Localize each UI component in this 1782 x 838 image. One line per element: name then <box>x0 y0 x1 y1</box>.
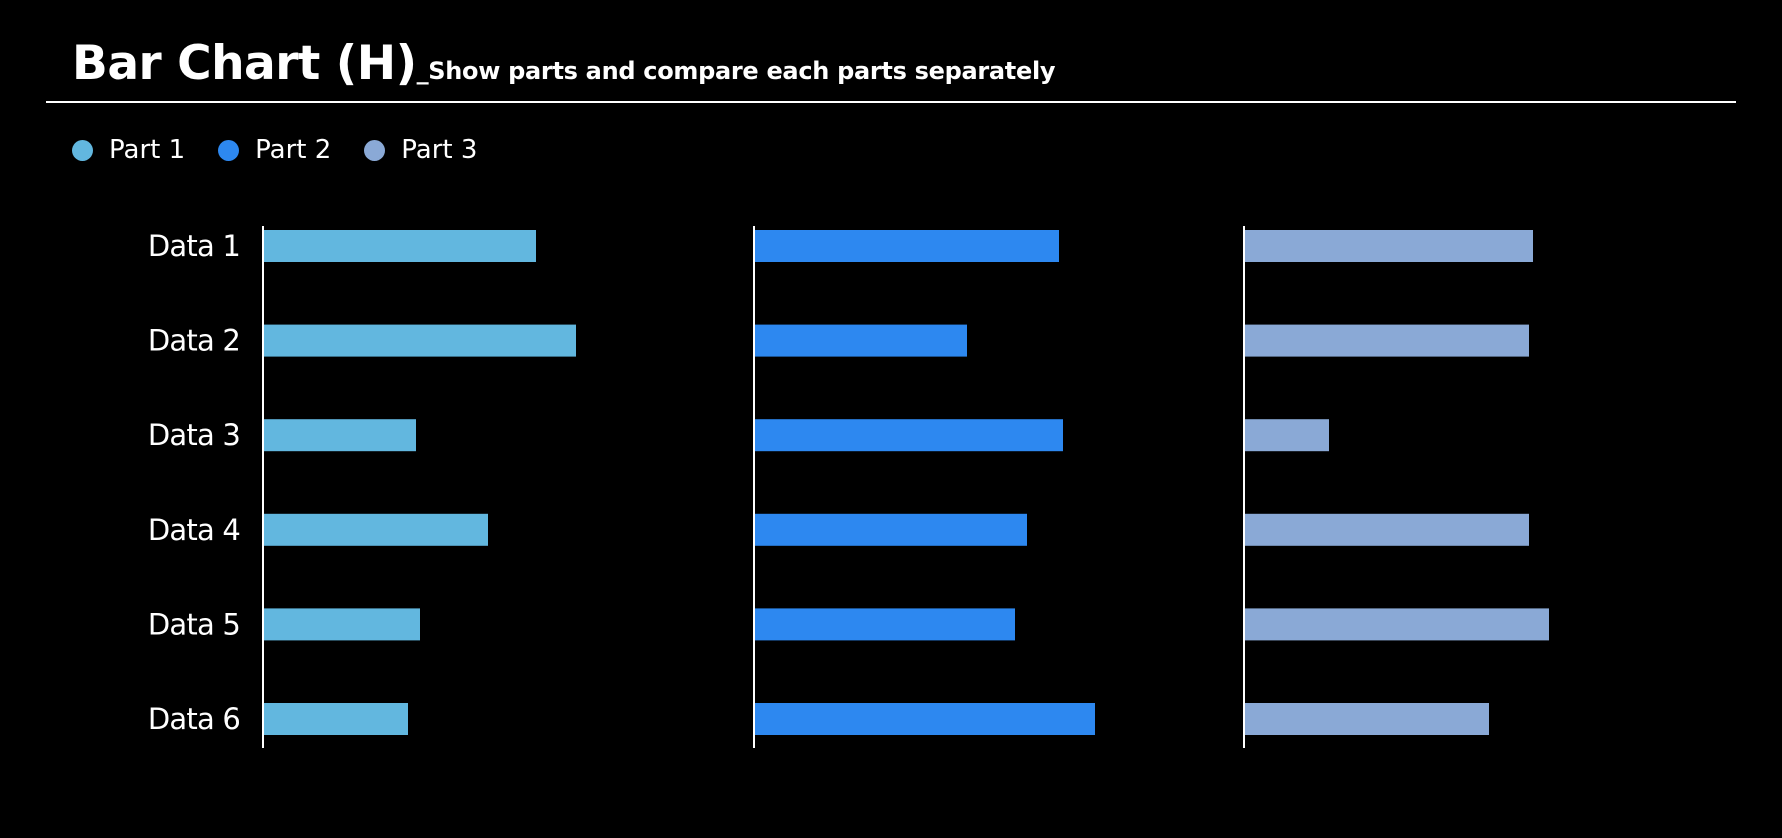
bar-part-1-data-3 <box>264 419 416 452</box>
legend-label-part-1: Part 1 <box>109 135 186 165</box>
bar-part-2-data-5 <box>755 608 1015 641</box>
category-label-data-1: Data 1 <box>148 229 240 263</box>
bar-part-1-data-4 <box>264 513 488 546</box>
bar-part-1-data-5 <box>264 608 420 641</box>
bar-part-2-data-1 <box>755 230 1059 262</box>
legend-item-part-1: Part 1 <box>72 134 185 166</box>
bar-part-1-data-2 <box>264 324 576 357</box>
bar-part-2-data-6 <box>755 703 1095 735</box>
legend-item-part-2: Part 2 <box>218 134 331 166</box>
bar-part-3-data-5 <box>1245 608 1549 641</box>
legend-dot-part-3 <box>364 139 386 161</box>
bar-part-2-data-4 <box>755 513 1027 546</box>
legend-label-part-3: Part 3 <box>401 135 478 165</box>
category-label-data-4: Data 4 <box>148 513 240 547</box>
legend-dot-part-1 <box>72 139 93 161</box>
category-label-data-2: Data 2 <box>148 324 240 358</box>
chart-subtitle: _Show parts and compare each parts separ… <box>416 57 1056 85</box>
bar-part-2-data-3 <box>755 419 1063 452</box>
title-divider <box>46 101 1736 103</box>
bar-part-2-data-2 <box>755 324 967 357</box>
chart-title-row: Bar Chart (H)_Show parts and compare eac… <box>72 36 1056 91</box>
bar-part-3-data-6 <box>1245 703 1489 735</box>
bar-part-3-data-2 <box>1245 324 1529 357</box>
bar-part-3-data-4 <box>1245 513 1529 546</box>
legend-item-part-3: Part 3 <box>364 134 477 166</box>
chart-title: Bar Chart (H) <box>72 36 417 91</box>
bar-part-3-data-1 <box>1245 230 1533 262</box>
legend-dot-part-2 <box>218 139 240 161</box>
bar-part-1-data-6 <box>264 703 408 735</box>
category-label-data-3: Data 3 <box>148 418 240 452</box>
legend-label-part-2: Part 2 <box>255 135 332 165</box>
bar-part-1-data-1 <box>264 230 536 262</box>
category-label-data-6: Data 6 <box>148 702 240 736</box>
legend: Part 1 Part 2 Part 3 <box>72 134 510 166</box>
category-label-data-5: Data 5 <box>148 607 240 641</box>
bar-part-3-data-3 <box>1245 419 1329 452</box>
